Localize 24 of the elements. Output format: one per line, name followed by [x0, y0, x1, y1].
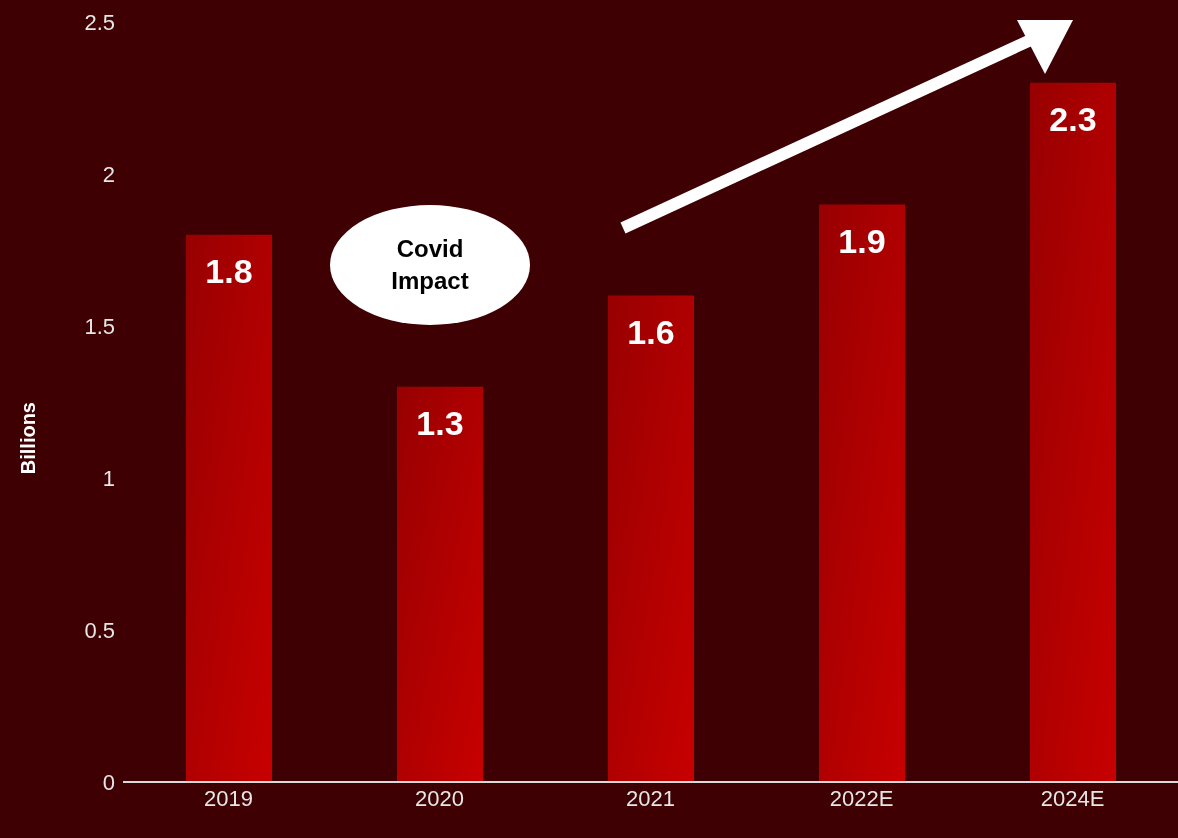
y-tick-label: 1: [102, 465, 115, 491]
data-label: 2.3: [1049, 99, 1097, 138]
x-tick-label: 2020: [415, 785, 464, 811]
x-tick-label: 2022E: [829, 785, 894, 811]
y-tick-label: 0: [102, 769, 115, 795]
data-label: 1.6: [627, 312, 675, 351]
y-axis-title: Billions: [17, 402, 40, 475]
y-tick-label: 1.5: [84, 313, 115, 339]
x-tick-label: 2021: [626, 785, 675, 811]
y-tick-label: 2: [102, 161, 115, 187]
bar: [608, 295, 694, 782]
y-tick-label: 2.5: [84, 9, 115, 35]
ellipse-callout: Covid Impact: [330, 205, 530, 325]
x-tick-label: 2019: [204, 785, 253, 811]
data-label: 1.8: [205, 251, 253, 290]
x-tick-label: 2024E: [1040, 785, 1105, 811]
bar: [397, 386, 483, 782]
data-label: 1.3: [416, 403, 464, 442]
y-tick-label: 0.5: [84, 617, 115, 643]
bar: [186, 234, 272, 782]
bar: [819, 204, 905, 782]
bar: [1030, 82, 1116, 782]
data-label: 1.9: [838, 221, 886, 260]
annotation: Covid Impact: [390, 233, 470, 296]
